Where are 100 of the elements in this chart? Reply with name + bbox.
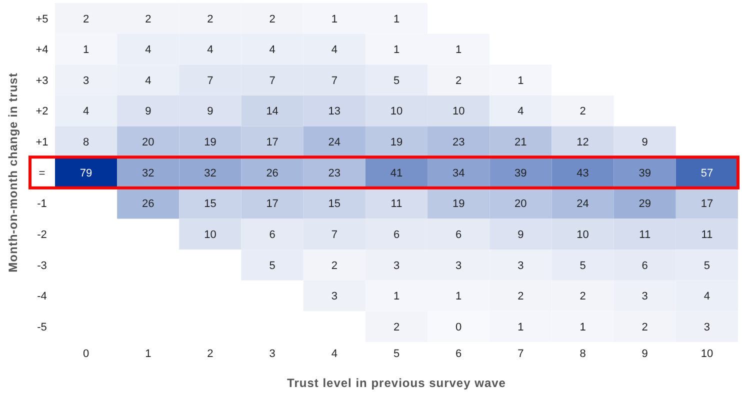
data-label: 12 (576, 136, 589, 149)
data-label: 7 (207, 74, 214, 87)
data-label: 2 (642, 321, 648, 334)
data-label: 6 (456, 228, 462, 241)
data-label: 1 (456, 44, 462, 56)
data-label: 23 (328, 167, 341, 180)
data-label: 9 (518, 228, 524, 241)
data-label: 1 (456, 290, 462, 303)
y-tick-label: -1 (37, 198, 47, 210)
data-label: 8 (82, 136, 90, 149)
data-label: 7 (331, 74, 338, 87)
data-label: 0 (456, 321, 462, 334)
data-label: 9 (642, 136, 648, 149)
y-tick-label: -3 (37, 260, 47, 272)
data-label: 17 (266, 136, 278, 149)
data-label: 3 (456, 260, 462, 272)
data-label: 24 (328, 136, 341, 149)
data-label: 79 (80, 167, 92, 180)
x-tick-label: 3 (269, 348, 276, 360)
data-label: 11 (639, 228, 651, 241)
data-label: 7 (331, 228, 338, 241)
data-label: 17 (266, 198, 278, 210)
data-label: 19 (452, 198, 465, 210)
data-label: 26 (266, 167, 278, 180)
data-label: 3 (331, 290, 338, 303)
y-tick-label: +2 (36, 106, 48, 118)
data-label: 4 (145, 44, 152, 56)
data-label: 2 (518, 290, 524, 303)
data-label: 9 (145, 106, 152, 118)
data-label: 4 (518, 106, 524, 118)
data-label: 2 (145, 13, 152, 26)
y-tick-label: -4 (37, 290, 47, 303)
data-label: 57 (700, 167, 714, 180)
x-tick-label: 0 (82, 348, 90, 360)
y-tick-label: -5 (37, 321, 47, 334)
data-label: 5 (704, 260, 710, 272)
data-label: 15 (328, 198, 341, 210)
y-tick-label: -2 (37, 228, 47, 241)
data-label: 4 (269, 44, 276, 56)
data-label: 21 (514, 136, 527, 149)
data-label: 4 (331, 44, 338, 56)
data-label: 11 (701, 228, 713, 241)
data-label: 4 (145, 74, 152, 87)
y-tick-label: +3 (36, 74, 48, 87)
data-label: 5 (393, 74, 400, 87)
data-label: 6 (393, 228, 400, 241)
y-tick-label: = (38, 167, 46, 180)
data-label: 9 (207, 106, 214, 118)
data-label: 34 (452, 167, 465, 180)
data-label: 1 (518, 321, 524, 334)
data-label: 1 (331, 13, 338, 26)
data-label: 1 (518, 74, 524, 87)
data-label: 39 (514, 167, 527, 180)
data-label: 29 (638, 198, 651, 210)
y-tick-label: +5 (36, 13, 48, 26)
data-label: 1 (580, 321, 586, 334)
data-label: 4 (207, 44, 214, 56)
y-tick-label: +1 (36, 136, 48, 149)
data-label: 2 (331, 260, 338, 272)
data-label: 39 (638, 167, 651, 180)
y-axis-title: Month-on-month change in trust (6, 72, 20, 272)
x-tick-label: 6 (456, 348, 462, 360)
data-label: 5 (580, 260, 586, 272)
data-label: 5 (269, 260, 276, 272)
data-label: 15 (204, 198, 216, 210)
x-tick-label: 4 (331, 348, 338, 360)
data-label: 6 (642, 260, 648, 272)
data-label: 23 (452, 136, 465, 149)
data-label: 2 (82, 13, 90, 26)
x-axis-title: Trust level in previous survey wave (287, 376, 506, 390)
x-tick-label: 9 (642, 348, 648, 360)
data-label: 19 (204, 136, 216, 149)
x-tick-label: 8 (580, 348, 586, 360)
data-label: 2 (393, 321, 400, 334)
data-label: 2 (456, 74, 462, 87)
data-label: 2 (580, 290, 586, 303)
data-label: 10 (204, 228, 216, 241)
data-label: 3 (704, 321, 710, 334)
x-tick-label: 2 (207, 348, 214, 360)
x-tick-label: 5 (393, 348, 400, 360)
data-label: 26 (142, 198, 154, 210)
data-label: 41 (390, 167, 403, 180)
data-label: 20 (142, 136, 154, 149)
data-label: 2 (207, 13, 214, 26)
data-label: 10 (452, 106, 465, 118)
data-label: 1 (82, 44, 90, 56)
data-label: 14 (266, 106, 278, 118)
data-label: 17 (700, 198, 714, 210)
data-label: 43 (576, 167, 589, 180)
data-label: 7 (269, 74, 276, 87)
x-tick-label: 1 (145, 348, 152, 360)
data-label: 19 (390, 136, 403, 149)
x-tick-label: 10 (700, 348, 714, 360)
data-label: 2 (580, 106, 586, 118)
data-label: 10 (390, 106, 403, 118)
data-label: 3 (518, 260, 524, 272)
data-label: 20 (514, 198, 527, 210)
data-label: 6 (269, 228, 276, 241)
data-label: 32 (142, 167, 154, 180)
x-tick-label: 7 (518, 348, 524, 360)
